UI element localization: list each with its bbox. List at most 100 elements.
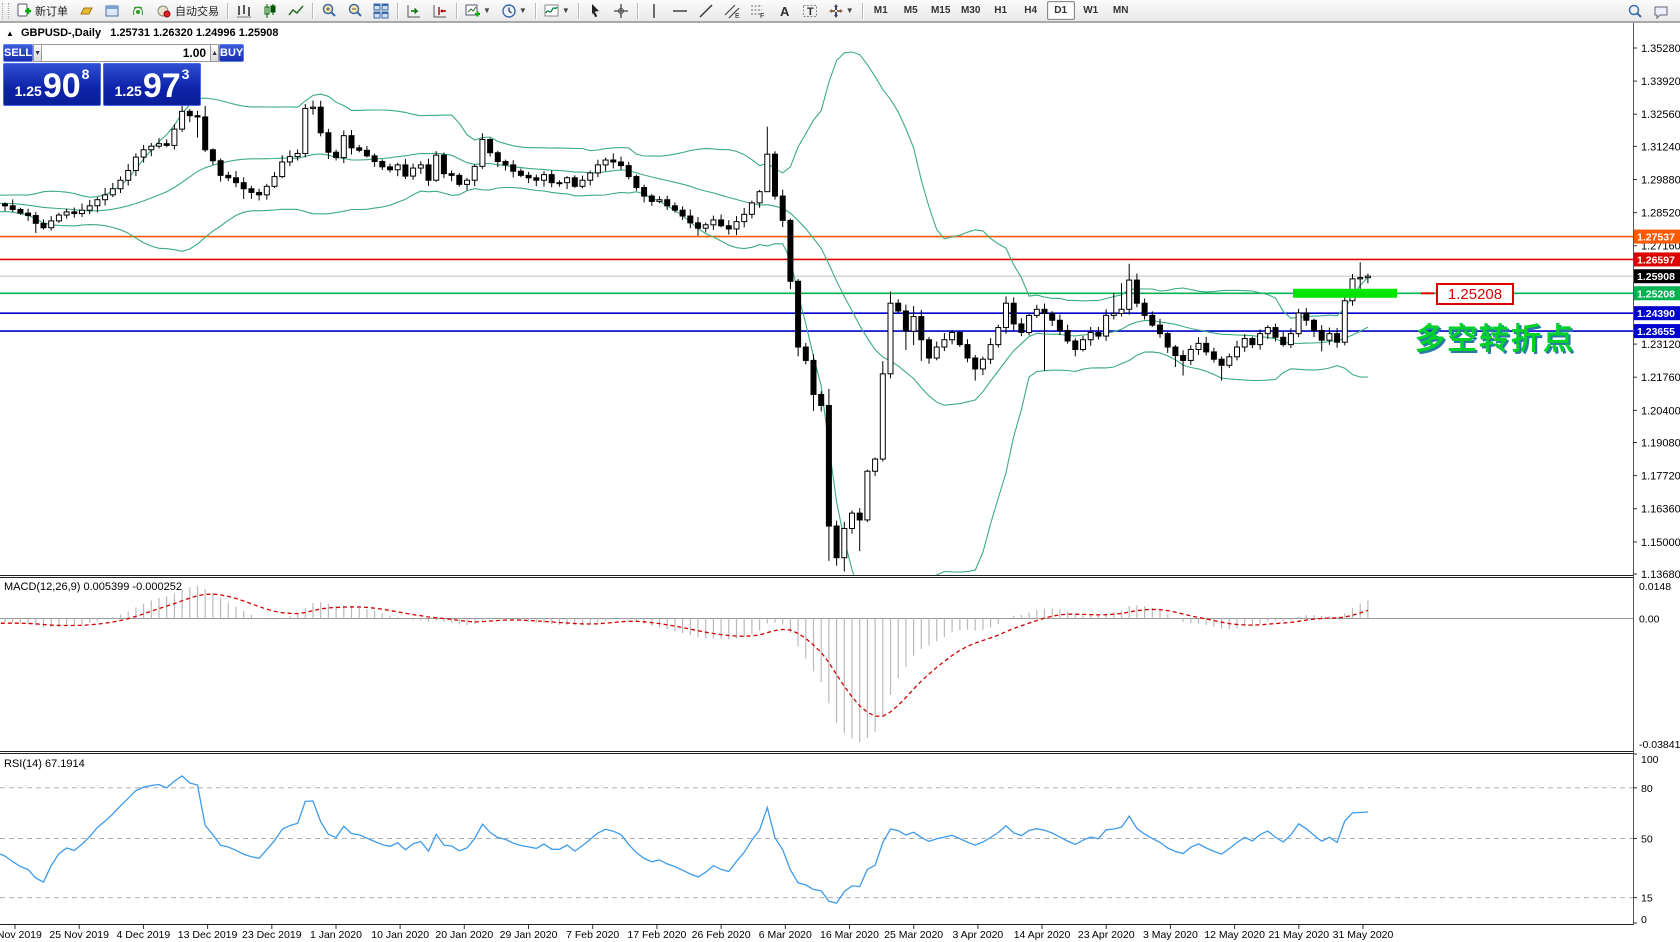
timeframe-w1-button[interactable]: W1	[1083, 5, 1099, 16]
green-highlight-segment	[1293, 288, 1434, 298]
volume-decrease-button[interactable]: ▼	[33, 44, 43, 62]
autotrading-icon	[157, 5, 171, 17]
chart-line-icon	[288, 5, 304, 15]
timeframe-m5-button[interactable]: M5	[903, 5, 918, 16]
chat-button[interactable]	[1649, 1, 1673, 22]
toolbar-separator	[534, 2, 536, 19]
profile-window-button[interactable]	[100, 0, 124, 21]
new-order-button[interactable]: 新订单	[12, 0, 72, 21]
equidistant-channel-button[interactable]: E	[720, 0, 744, 21]
timeframe-h1-button[interactable]: H1	[994, 5, 1008, 16]
cursor-button[interactable]	[583, 0, 607, 21]
text-button[interactable]: A	[772, 0, 796, 21]
date-tick: 23 Apr 2020	[1078, 929, 1135, 941]
indicator-labels: MACD(12,26,9) 0.005399 -0.000252 RSI(14) …	[4, 581, 182, 770]
candlestick-chart-button[interactable]	[258, 0, 282, 21]
zoom-out-button[interactable]	[343, 0, 367, 21]
new-chart-button[interactable]: ▼	[461, 0, 495, 21]
text-label-button[interactable]: T	[798, 0, 822, 21]
profiles-button[interactable]: ▼	[497, 0, 531, 21]
price-tick: 1.27160	[1641, 241, 1680, 253]
buy-button[interactable]: BUY	[219, 44, 245, 62]
market-watch-button[interactable]	[74, 0, 98, 21]
price-level-callout: 1.25208	[1436, 283, 1514, 305]
indicators-button[interactable]: ▼	[540, 0, 574, 21]
search-button[interactable]	[1623, 1, 1647, 22]
crosshair-button[interactable]	[609, 0, 633, 21]
chat-icon	[1654, 6, 1668, 19]
date-tick: 3 Apr 2020	[952, 929, 1003, 941]
collapse-triangle-icon[interactable]: ▲	[6, 29, 14, 38]
signals-button[interactable]	[126, 0, 150, 21]
price-tick: 1.20400	[1641, 405, 1680, 417]
buy-price-big: 97	[142, 67, 181, 105]
date-tick: 31 May 2020	[1333, 929, 1394, 941]
date-tick: 10 Jan 2020	[371, 929, 429, 941]
autotrading-button[interactable]: 自动交易	[152, 0, 223, 21]
bar-chart-button[interactable]	[232, 0, 256, 21]
trendline-button[interactable]	[694, 0, 718, 21]
tile-windows-icon	[373, 3, 389, 18]
macd-label: MACD(12,26,9) 0.005399 -0.000252	[4, 581, 182, 593]
price-tick: 1.28520	[1641, 208, 1680, 220]
svg-text:F: F	[760, 13, 764, 19]
timeframe-d1-button[interactable]: D1	[1046, 1, 1075, 20]
chart-surfaces[interactable]	[0, 23, 1633, 924]
price-tick: 1.35280	[1641, 43, 1680, 55]
price-tick: 1.23120	[1641, 339, 1680, 351]
line-chart-button[interactable]	[284, 0, 308, 21]
svg-text:1.25908: 1.25908	[1637, 271, 1675, 283]
price-tick: 1.13680	[1641, 569, 1680, 581]
horizontal-line-button[interactable]	[668, 0, 692, 21]
fibonacci-button[interactable]: F	[746, 0, 770, 21]
svg-text:1.25208: 1.25208	[1637, 288, 1675, 300]
chart-shift-icon	[433, 4, 446, 17]
price-tick: 1.31240	[1641, 141, 1680, 153]
channel-icon: E	[724, 4, 740, 19]
macd-pane[interactable]	[0, 579, 1633, 751]
price-tick: 1.15000	[1641, 537, 1680, 549]
date-tick: 26 Feb 2020	[692, 929, 751, 941]
sell-price-small: 1.25	[14, 83, 42, 99]
date-tick: 25 Nov 2019	[49, 929, 109, 941]
timeframe-m1-button[interactable]: M1	[873, 5, 888, 16]
zoom-out-icon	[348, 3, 362, 17]
svg-text:50: 50	[1641, 834, 1653, 846]
vline-icon	[653, 3, 655, 18]
volume-input[interactable]	[42, 44, 211, 62]
buy-price-small: 1.25	[114, 83, 142, 99]
timeframe-m15-button[interactable]: M15	[930, 5, 951, 16]
timeframe-m30-button[interactable]: M30	[960, 5, 981, 16]
volume-increase-button[interactable]: ▲	[210, 44, 219, 62]
hline-icon	[672, 9, 687, 12]
indicators-icon	[544, 4, 559, 16]
buy-price-button[interactable]: 1.25 97 3	[103, 63, 201, 106]
zoom-in-icon	[322, 3, 336, 17]
chart-shift-button[interactable]	[428, 0, 452, 21]
arrows-icon	[828, 3, 843, 18]
auto-scroll-button[interactable]	[402, 0, 426, 21]
timeframe-h4-button[interactable]: H4	[1024, 5, 1038, 16]
sell-price-button[interactable]: 1.25 90 8	[3, 63, 101, 106]
date-tick: 6 Mar 2020	[759, 929, 812, 941]
text-a-icon: A	[780, 4, 790, 19]
arrows-button[interactable]: ▼	[824, 0, 858, 21]
tile-windows-button[interactable]	[369, 0, 393, 21]
new-order-icon	[17, 3, 31, 16]
timeframe-mn-button[interactable]: MN	[1112, 5, 1129, 16]
rsi-label: RSI(14) 67.1914	[4, 758, 85, 770]
svg-text:100: 100	[1641, 754, 1659, 766]
one-click-trading-panel: SELL ▼ ▲ BUY 1.25 90 8 1.25 97 3	[3, 44, 245, 106]
label-t-icon: T	[802, 4, 817, 18]
date-tick: 14 Apr 2020	[1014, 929, 1071, 941]
vertical-line-button[interactable]	[642, 0, 666, 21]
zoom-in-button[interactable]	[317, 0, 341, 21]
date-tick: 4 Dec 2019	[117, 929, 171, 941]
horizontal-level-lines	[0, 235, 1633, 332]
date-axis: 5 Nov 2019 25 Nov 2019 4 Dec 2019 13 Dec 20…	[0, 925, 1394, 941]
sell-button[interactable]: SELL	[3, 44, 34, 62]
main-chart-pane[interactable]	[0, 23, 1633, 575]
rsi-pane[interactable]	[0, 755, 1633, 924]
date-tick: 1 Jan 2020	[310, 929, 362, 941]
